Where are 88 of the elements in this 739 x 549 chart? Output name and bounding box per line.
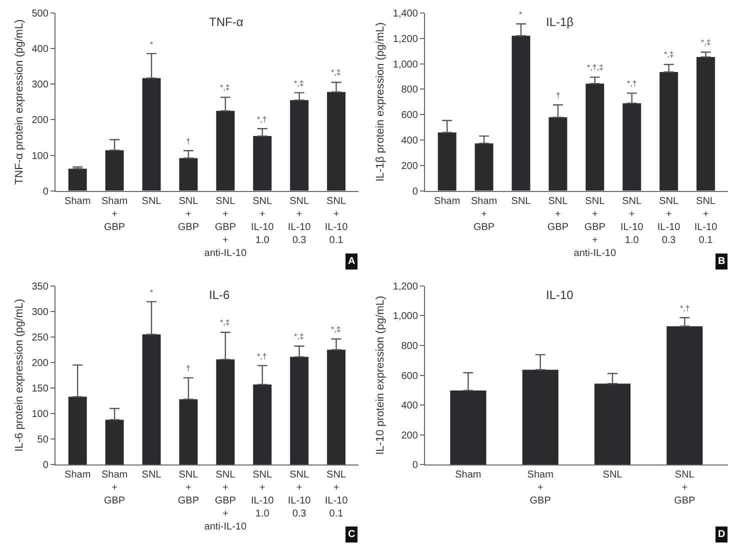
x-tick-label: Sham + GBP: [470, 196, 498, 233]
chart-title: IL-10: [546, 288, 574, 302]
x-tick-label: SNL + IL-10 1.0: [250, 470, 274, 520]
y-tick-label: 600: [401, 110, 418, 122]
x-tick-label: SNL + IL-10 0.1: [694, 196, 718, 246]
x-tick-label: SNL: [602, 470, 623, 481]
chart-title: TNF-α: [209, 15, 244, 29]
y-tick-label: 1,400: [392, 8, 418, 20]
annotation: *,†,‡: [587, 63, 604, 72]
x-tick-label: SNL: [142, 470, 162, 481]
y-tick-label: 800: [401, 340, 418, 352]
y-tick-label: 1,200: [392, 281, 418, 292]
annotation: †: [186, 364, 190, 373]
text: C: [348, 529, 356, 540]
y-tick-label: 200: [32, 115, 49, 126]
y-tick-label: 50: [37, 434, 49, 446]
annotation: *,†: [257, 115, 267, 124]
text: B: [718, 256, 726, 267]
y-axis-title: IL-10 protein expression (pg/mL): [374, 296, 387, 455]
x-tick-label: SNL + IL-10 0.3: [288, 470, 312, 520]
annotation: *: [150, 40, 154, 49]
text: D: [718, 529, 726, 540]
y-tick-label: 500: [32, 8, 49, 20]
y-tick-label: 400: [32, 44, 49, 56]
y-tick-label: 200: [32, 358, 49, 369]
x-tick-label: SNL + IL-10 0.3: [657, 196, 681, 246]
x-tick-label: SNL + IL-10 0.1: [324, 196, 348, 246]
y-tick-label: 0: [42, 460, 49, 472]
x-tick-label: SNL: [142, 196, 162, 207]
x-tick-label: Sham: [434, 196, 460, 207]
y-tick-label: 800: [401, 84, 418, 96]
y-tick-label: 1,200: [392, 34, 418, 45]
y-tick-label: 150: [32, 384, 49, 395]
annotation: *,‡: [294, 332, 304, 341]
annotation: *: [519, 10, 522, 19]
x-tick-label: SNL + GBP: [547, 196, 569, 233]
y-tick-label: 1,000: [392, 59, 418, 70]
annotation: *,‡: [331, 68, 341, 77]
x-tick-label: SNL + GBP: [178, 196, 200, 233]
chart-title: IL-1β: [546, 15, 574, 29]
x-tick-label: Sham + GBP: [101, 470, 128, 507]
x-tick-label: SNL + IL-10 1.0: [250, 196, 274, 246]
annotation: *,‡: [701, 38, 711, 47]
x-tick-label: SNL + IL-10 1.0: [620, 196, 644, 246]
x-tick-label: SNL + GBP + anti-IL-10: [204, 470, 247, 533]
y-axis-title: TNF-α protein expression (pg/mL): [13, 19, 26, 185]
annotation: *: [150, 288, 154, 297]
y-tick-label: 100: [32, 409, 49, 420]
y-tick-label: 0: [42, 186, 49, 198]
x-tick-label: Sham: [64, 196, 91, 207]
y-tick-label: 200: [401, 160, 418, 172]
annotation: *,‡: [220, 318, 230, 327]
annotation: *,‡: [331, 325, 341, 334]
x-tick-label: Sham: [455, 470, 482, 481]
y-tick-label: 400: [401, 136, 418, 147]
y-axis-title: IL-6 protein expression (pg/mL): [13, 298, 26, 452]
text: A: [348, 256, 356, 267]
y-tick-label: 100: [32, 150, 49, 162]
x-tick-label: SNL + IL-10 0.1: [324, 470, 348, 520]
y-tick-label: 1,000: [392, 311, 418, 322]
x-tick-label: Sham: [64, 470, 91, 481]
annotation: *,‡: [664, 50, 674, 59]
y-tick-label: 400: [401, 400, 418, 412]
annotation: *,†: [680, 304, 690, 313]
y-tick-label: 0: [412, 186, 418, 198]
x-tick-label: SNL + GBP + anti-IL-10: [204, 196, 247, 259]
y-tick-label: 0: [412, 460, 418, 472]
y-tick-label: 300: [32, 306, 49, 318]
x-tick-label: SNL: [511, 196, 532, 207]
annotation: *,†: [627, 79, 637, 88]
x-tick-label: SNL + GBP: [674, 470, 696, 507]
annotation: †: [556, 91, 560, 100]
y-tick-label: 600: [401, 370, 418, 382]
x-tick-label: Sham + GBP: [101, 196, 128, 233]
y-tick-label: 250: [32, 332, 49, 344]
annotation: *,‡: [220, 83, 230, 92]
y-tick-label: 350: [32, 281, 49, 292]
annotation: †: [186, 137, 190, 146]
annotation: *,‡: [294, 79, 304, 88]
x-tick-label: SNL + IL-10 0.3: [288, 196, 312, 246]
chart-title: IL-6: [209, 288, 230, 302]
y-tick-label: 300: [32, 80, 49, 91]
x-tick-label: Sham + GBP: [527, 470, 554, 507]
x-tick-label: SNL + GBP + anti-IL-10: [574, 196, 616, 259]
y-tick-label: 200: [401, 430, 418, 442]
annotation: *,†: [257, 352, 267, 361]
x-tick-label: SNL + GBP: [178, 470, 200, 507]
y-axis-title: IL-1β protein expression (pg/mL): [374, 22, 387, 182]
